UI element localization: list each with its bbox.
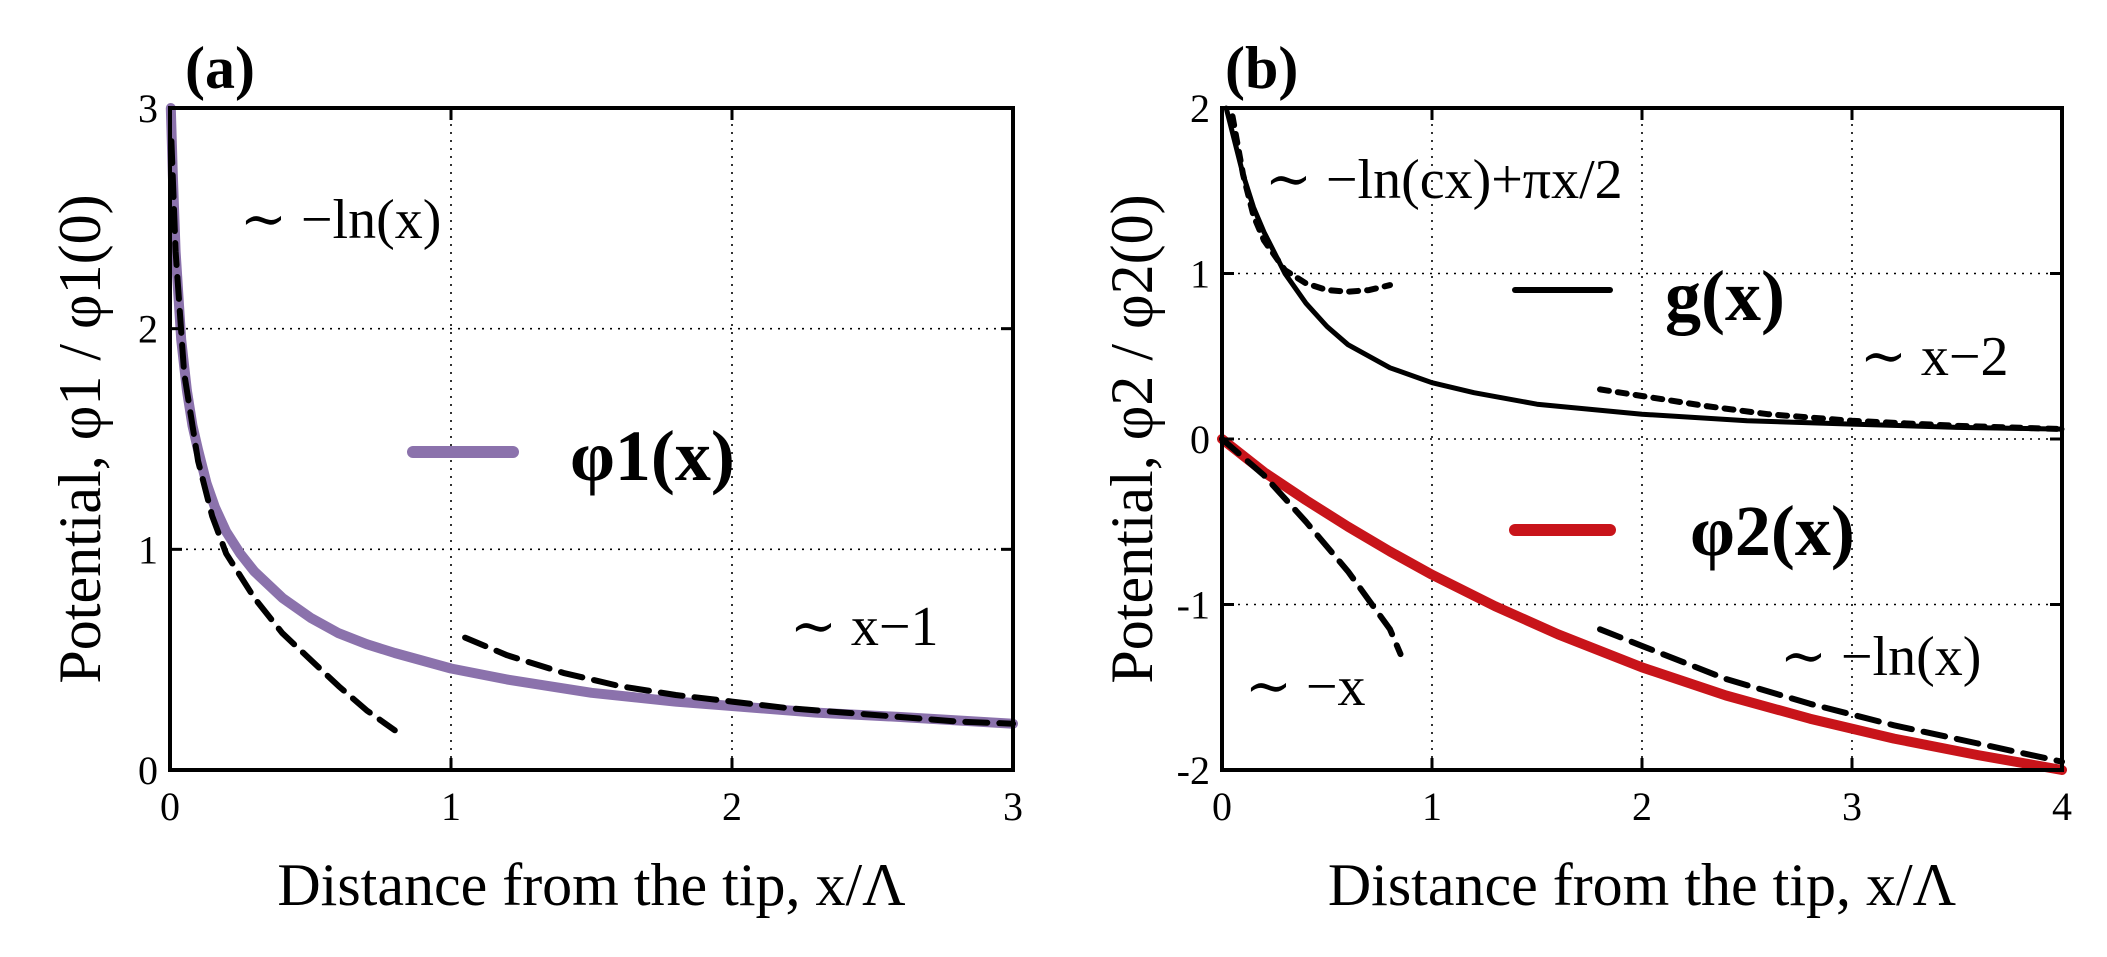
series-line-5 bbox=[1597, 626, 2065, 765]
plot-frame bbox=[168, 106, 1015, 772]
x-axis-label: Distance from the tip, x/Λ bbox=[277, 852, 905, 918]
x-tick-label: 1 bbox=[441, 784, 461, 829]
y-tick-label: 0 bbox=[1190, 417, 1210, 462]
annotation: ∼ x−2 bbox=[1860, 326, 2009, 388]
series-line-3 bbox=[1217, 434, 2067, 775]
y-tick-label: 1 bbox=[1190, 252, 1210, 297]
x-tick-label: 4 bbox=[2052, 784, 2072, 829]
x-tick-label: 1 bbox=[1422, 784, 1442, 829]
annotation: ∼ −ln(x) bbox=[1780, 626, 1981, 688]
series-line-2 bbox=[1597, 386, 2065, 433]
legend-label: φ2(x) bbox=[1690, 491, 1855, 571]
y-tick-label: 2 bbox=[138, 307, 158, 352]
panel-b: 0 1 2 3 4 -2 -1 0 1 2 Distance from the tip, x/Λ Po… bbox=[1099, 35, 2072, 918]
series-line-4 bbox=[1219, 436, 1404, 658]
panel-a: 0 1 2 3 0 1 2 3 Distance from the tip, x/Λ Potent… bbox=[47, 35, 1023, 918]
x-tick-label: 2 bbox=[1632, 784, 1652, 829]
x-tick-label: 0 bbox=[160, 784, 180, 829]
legend-label: g(x) bbox=[1665, 256, 1785, 336]
legend-label: φ1(x) bbox=[570, 416, 735, 496]
x-tick-label: 0 bbox=[1212, 784, 1232, 829]
x-tick-label: 3 bbox=[1842, 784, 1862, 829]
series-line-1 bbox=[1229, 113, 1393, 295]
series-line-2 bbox=[462, 634, 1016, 727]
y-tick-label: 1 bbox=[138, 527, 158, 572]
panel-label: (b) bbox=[1225, 35, 1298, 101]
x-tick-label: 3 bbox=[1003, 784, 1023, 829]
y-tick-label: 3 bbox=[138, 86, 158, 131]
x-axis-label: Distance from the tip, x/Λ bbox=[1328, 852, 1956, 918]
annotation: ∼ x−1 bbox=[790, 596, 939, 658]
annotation: ∼ −ln(x) bbox=[240, 189, 441, 251]
y-axis-label: Potential, φ1 / φ1(0) bbox=[47, 194, 113, 683]
y-tick-label: -2 bbox=[1177, 748, 1210, 793]
panel-label: (a) bbox=[185, 35, 255, 101]
y-tick-label: -1 bbox=[1177, 583, 1210, 628]
series-line-1 bbox=[168, 138, 398, 734]
annotation: ∼ −ln(cx)+πx/2 bbox=[1265, 149, 1623, 211]
y-axis-label: Potential, φ2 / φ2(0) bbox=[1099, 194, 1165, 683]
y-tick-label: 2 bbox=[1190, 86, 1210, 131]
annotation: ∼ −x bbox=[1245, 656, 1366, 718]
x-tick-label: 2 bbox=[722, 784, 742, 829]
y-tick-label: 0 bbox=[138, 748, 158, 793]
